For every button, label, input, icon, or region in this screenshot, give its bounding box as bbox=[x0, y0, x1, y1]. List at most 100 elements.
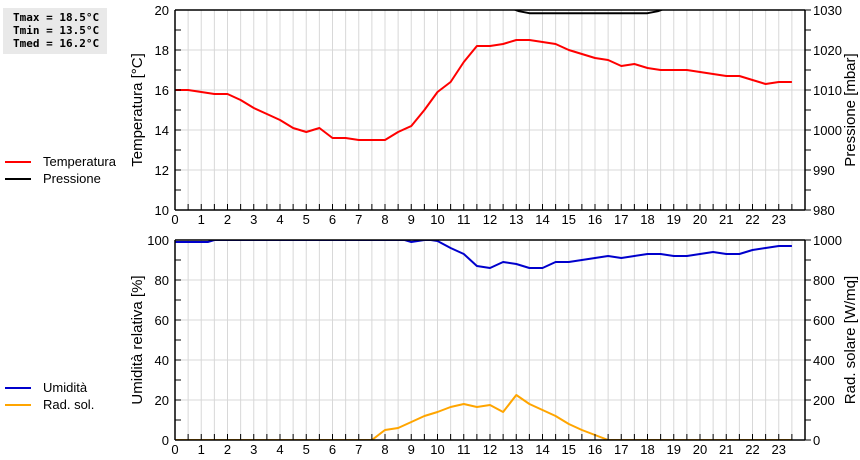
x-tick-label: 12 bbox=[483, 442, 497, 457]
x-tick-label: 14 bbox=[535, 442, 549, 457]
x-tick-label: 10 bbox=[430, 212, 444, 227]
y-right-tick-label: 600 bbox=[813, 313, 835, 328]
y-right-tick-label: 1000 bbox=[813, 123, 842, 138]
x-tick-label: 3 bbox=[250, 442, 257, 457]
y-tick-label: 20 bbox=[155, 393, 169, 408]
y-tick-label: 40 bbox=[155, 353, 169, 368]
tmed-label: Tmed = 16.2°C bbox=[13, 37, 100, 50]
pressione-line-swatch-icon bbox=[5, 177, 31, 180]
y-tick-label: 60 bbox=[155, 313, 169, 328]
x-tick-label: 1 bbox=[198, 442, 205, 457]
y-right-axis-label: Pressione [mbar] bbox=[842, 53, 859, 166]
x-tick-label: 8 bbox=[381, 442, 388, 457]
y-tick-label: 12 bbox=[155, 163, 169, 178]
tmin-label: Tmin = 13.5°C bbox=[13, 24, 100, 37]
x-tick-label: 18 bbox=[640, 212, 654, 227]
x-tick-label: 19 bbox=[667, 212, 681, 227]
y-right-tick-label: 800 bbox=[813, 273, 835, 288]
temperature-pressure-chart: 0 1 2 3 4 5 6 7 8 9 10 11 12 13 14 15 16 17 18 19 20 21 22 2310… bbox=[129, 3, 859, 227]
temperatura-line-swatch-icon bbox=[5, 160, 31, 163]
y-axis-label: Umidità relativa [%] bbox=[129, 275, 146, 404]
y-right-tick-label: 980 bbox=[813, 203, 835, 218]
x-tick-label: 9 bbox=[408, 212, 415, 227]
x-tick-label: 0 bbox=[171, 212, 178, 227]
y-right-tick-label: 1000 bbox=[813, 233, 842, 248]
x-tick-label: 1 bbox=[198, 212, 205, 227]
x-tick-label: 6 bbox=[329, 442, 336, 457]
pressioneseries-line bbox=[513, 10, 664, 15]
y-right-tick-label: 1030 bbox=[813, 3, 842, 18]
x-tick-label: 19 bbox=[667, 442, 681, 457]
umidit-series-line bbox=[175, 240, 792, 269]
y-tick-label: 100 bbox=[147, 233, 169, 248]
legend-label: Rad. sol. bbox=[43, 397, 95, 412]
x-tick-label: 22 bbox=[745, 442, 759, 457]
x-tick-label: 10 bbox=[430, 442, 444, 457]
x-tick-label: 7 bbox=[355, 442, 362, 457]
x-tick-label: 9 bbox=[408, 442, 415, 457]
y-tick-label: 14 bbox=[155, 123, 169, 138]
legend-top: Temperatura Pressione bbox=[5, 153, 116, 187]
x-tick-label: 7 bbox=[355, 212, 362, 227]
y-tick-label: 20 bbox=[155, 3, 169, 18]
x-tick-label: 11 bbox=[457, 212, 471, 227]
y-axis-label: Temperatura [°C] bbox=[129, 53, 146, 167]
temperaturaseries-line bbox=[175, 39, 792, 141]
x-tick-label: 0 bbox=[171, 442, 178, 457]
y-right-tick-label: 990 bbox=[813, 163, 835, 178]
tmax-label: Tmax = 18.5°C bbox=[13, 11, 100, 24]
x-tick-label: 2 bbox=[224, 212, 231, 227]
x-tick-label: 3 bbox=[250, 212, 257, 227]
x-tick-label: 11 bbox=[457, 442, 471, 457]
y-right-tick-label: 400 bbox=[813, 353, 835, 368]
x-tick-label: 14 bbox=[535, 212, 549, 227]
stats-box: Tmax = 18.5°C Tmin = 13.5°C Tmed = 16.2°… bbox=[3, 8, 107, 54]
x-tick-label: 5 bbox=[303, 442, 310, 457]
x-tick-label: 23 bbox=[772, 212, 786, 227]
legend-label: Temperatura bbox=[43, 154, 116, 169]
x-tick-label: 15 bbox=[562, 212, 576, 227]
x-tick-label: 8 bbox=[381, 212, 388, 227]
x-tick-label: 4 bbox=[276, 212, 283, 227]
y-tick-label: 80 bbox=[155, 273, 169, 288]
humidity-radiation-chart: 0 1 2 3 4 5 6 7 8 9 10 11 12 13 14 15 16 17 18 19 20 21 22 2302… bbox=[129, 233, 859, 457]
y-right-axis-label: Rad. solare [W/mq] bbox=[842, 276, 859, 404]
umidita-line-swatch-icon bbox=[5, 386, 31, 389]
legend-item-umidita: Umidità bbox=[5, 379, 94, 396]
x-tick-label: 13 bbox=[509, 442, 523, 457]
y-right-tick-label: 1010 bbox=[813, 83, 842, 98]
y-right-tick-label: 200 bbox=[813, 393, 835, 408]
x-tick-label: 17 bbox=[614, 442, 628, 457]
x-tick-label: 16 bbox=[588, 442, 602, 457]
legend-item-temperatura: Temperatura bbox=[5, 153, 116, 170]
x-tick-label: 21 bbox=[719, 442, 733, 457]
x-tick-label: 21 bbox=[719, 212, 733, 227]
x-tick-label: 16 bbox=[588, 212, 602, 227]
y-tick-label: 0 bbox=[162, 433, 169, 448]
legend-label: Umidità bbox=[43, 380, 88, 395]
x-tick-label: 17 bbox=[614, 212, 628, 227]
x-tick-label: 13 bbox=[509, 212, 523, 227]
x-tick-label: 18 bbox=[640, 442, 654, 457]
x-tick-label: 20 bbox=[693, 212, 707, 227]
x-tick-label: 5 bbox=[303, 212, 310, 227]
x-tick-label: 15 bbox=[562, 442, 576, 457]
y-right-tick-label: 0 bbox=[813, 433, 820, 448]
x-tick-label: 20 bbox=[693, 442, 707, 457]
y-tick-label: 16 bbox=[155, 83, 169, 98]
legend-item-pressione: Pressione bbox=[5, 170, 116, 187]
x-tick-label: 23 bbox=[772, 442, 786, 457]
legend-label: Pressione bbox=[43, 171, 101, 186]
y-right-tick-label: 1020 bbox=[813, 43, 842, 58]
x-tick-label: 6 bbox=[329, 212, 336, 227]
x-tick-label: 12 bbox=[483, 212, 497, 227]
y-tick-label: 18 bbox=[155, 43, 169, 58]
rad-sol-series-line bbox=[175, 394, 792, 440]
x-tick-label: 4 bbox=[276, 442, 283, 457]
y-tick-label: 10 bbox=[155, 203, 169, 218]
legend-bottom: Umidità Rad. sol. bbox=[5, 379, 94, 413]
legend-item-rad-sol: Rad. sol. bbox=[5, 396, 94, 413]
rad-sol-line-swatch-icon bbox=[5, 403, 31, 406]
x-tick-label: 2 bbox=[224, 442, 231, 457]
